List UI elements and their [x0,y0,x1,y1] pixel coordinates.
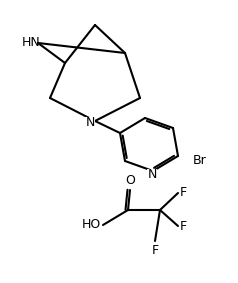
Text: F: F [180,220,187,233]
Text: F: F [151,244,159,257]
Text: O: O [125,174,135,187]
Text: HN: HN [22,35,41,48]
Text: HO: HO [82,218,101,231]
Text: N: N [85,117,95,130]
Text: Br: Br [193,155,207,168]
Text: N: N [147,168,157,181]
Text: F: F [180,186,187,200]
